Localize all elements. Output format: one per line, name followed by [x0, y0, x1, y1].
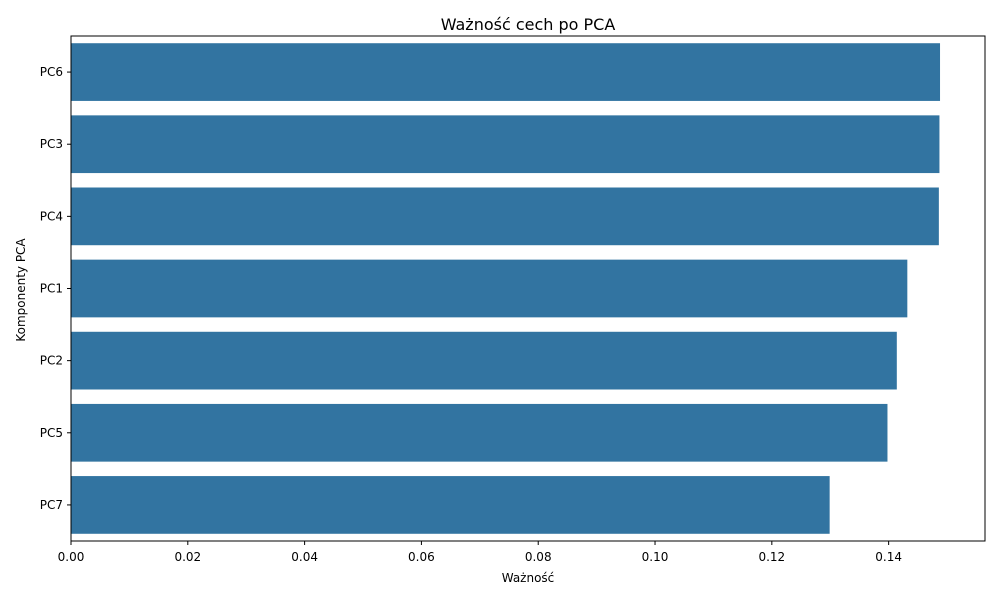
- bar-pc3: [71, 115, 940, 174]
- x-tick-label: 0.14: [875, 550, 902, 564]
- y-tick-label: PC1: [40, 282, 63, 296]
- bar-pc5: [71, 403, 888, 462]
- x-axis-label: Ważność: [502, 571, 555, 585]
- x-tick-label: 0.02: [174, 550, 201, 564]
- chart-title: Ważność cech po PCA: [441, 15, 616, 34]
- y-tick-label: PC6: [40, 65, 63, 79]
- bar-pc2: [71, 331, 897, 390]
- bar-pc4: [71, 187, 939, 246]
- y-tick-labels: PC6 PC3 PC4 PC1 PC2 PC5 PC7: [40, 65, 71, 512]
- bar-pc6: [71, 43, 941, 101]
- bar-pc1: [71, 259, 908, 318]
- x-tick-label: 0.06: [408, 550, 435, 564]
- bars-group: [71, 43, 941, 534]
- x-tick-labels: 0.00 0.02 0.04 0.06 0.08 0.10 0.12 0.14: [58, 541, 902, 564]
- x-tick-label: 0.04: [291, 550, 318, 564]
- bar-pc7: [71, 476, 830, 534]
- y-tick-label: PC5: [40, 426, 63, 440]
- y-tick-label: PC3: [40, 137, 63, 151]
- x-tick-label: 0.00: [58, 550, 85, 564]
- y-tick-label: PC7: [40, 498, 63, 512]
- y-tick-label: PC2: [40, 354, 63, 368]
- y-tick-label: PC4: [40, 209, 63, 223]
- y-axis-label: Komponenty PCA: [14, 238, 28, 342]
- x-tick-label: 0.12: [758, 550, 785, 564]
- x-tick-label: 0.08: [525, 550, 552, 564]
- x-tick-label: 0.10: [642, 550, 669, 564]
